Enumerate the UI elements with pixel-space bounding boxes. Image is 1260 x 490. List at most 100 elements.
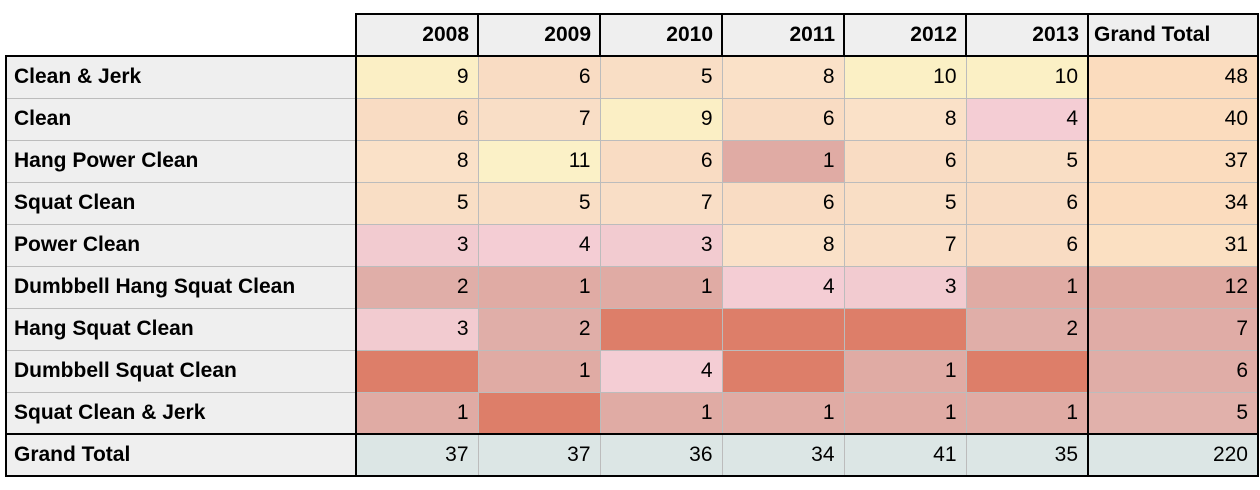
table-row: Clean & Jerk 9 6 5 8 10 10 48 [5, 55, 1259, 99]
value-cell[interactable]: 10 [843, 55, 967, 99]
value-cell[interactable]: 4 [965, 97, 1089, 141]
value-cell[interactable]: 4 [477, 223, 601, 267]
value-cell[interactable]: 5 [843, 181, 967, 225]
value-cell[interactable]: 1 [843, 391, 967, 435]
column-total-cell[interactable]: 41 [843, 433, 967, 477]
value-cell[interactable]: 4 [721, 265, 845, 309]
value-cell[interactable]: 1 [477, 265, 601, 309]
value-cell[interactable]: 5 [965, 139, 1089, 183]
value-cell[interactable]: 1 [721, 391, 845, 435]
value-cell[interactable]: 1 [599, 391, 723, 435]
row-total-cell[interactable]: 31 [1087, 223, 1259, 267]
column-total-cell[interactable]: 35 [965, 433, 1089, 477]
row-total-cell[interactable]: 5 [1087, 391, 1259, 435]
row-label[interactable]: Clean & Jerk [5, 55, 357, 99]
value-cell[interactable]: 1 [843, 349, 967, 393]
row-label[interactable]: Hang Power Clean [5, 139, 357, 183]
value-cell[interactable]: 1 [965, 265, 1089, 309]
grand-total-cell[interactable]: 220 [1087, 433, 1259, 477]
row-total-cell[interactable]: 6 [1087, 349, 1259, 393]
value-cell[interactable]: 3 [843, 265, 967, 309]
value-cell[interactable]: 1 [965, 391, 1089, 435]
value-cell[interactable]: 3 [355, 307, 479, 351]
value-cell[interactable]: 7 [477, 97, 601, 141]
column-header-2010[interactable]: 2010 [599, 13, 723, 57]
column-header-grand-total[interactable]: Grand Total [1087, 13, 1259, 57]
row-label[interactable]: Squat Clean [5, 181, 357, 225]
header-row: 2008 2009 2010 2011 2012 2013 Grand Tota… [6, 13, 1259, 57]
value-cell[interactable]: 6 [477, 55, 601, 99]
value-cell[interactable]: 5 [599, 55, 723, 99]
table-row: Power Clean 3 4 3 8 7 6 31 [5, 223, 1259, 267]
value-cell[interactable]: 6 [843, 139, 967, 183]
value-cell[interactable] [965, 349, 1089, 393]
value-cell[interactable]: 4 [599, 349, 723, 393]
corner-cell [6, 14, 356, 56]
value-cell[interactable]: 6 [355, 97, 479, 141]
value-cell[interactable]: 6 [965, 181, 1089, 225]
value-cell[interactable] [477, 391, 601, 435]
value-cell[interactable] [843, 307, 967, 351]
row-total-cell[interactable]: 34 [1087, 181, 1259, 225]
column-header-2013[interactable]: 2013 [965, 13, 1089, 57]
value-cell[interactable]: 7 [843, 223, 967, 267]
table-row: Dumbbell Hang Squat Clean 2 1 1 4 3 1 12 [5, 265, 1259, 309]
table-row: Hang Squat Clean 3 2 2 7 [5, 307, 1259, 351]
table-row: Dumbbell Squat Clean 1 4 1 6 [5, 349, 1259, 393]
value-cell[interactable]: 2 [477, 307, 601, 351]
value-cell[interactable] [355, 349, 479, 393]
value-cell[interactable]: 1 [355, 391, 479, 435]
value-cell[interactable]: 8 [721, 223, 845, 267]
value-cell[interactable]: 8 [721, 55, 845, 99]
value-cell[interactable]: 5 [477, 181, 601, 225]
row-total-cell[interactable]: 37 [1087, 139, 1259, 183]
value-cell[interactable]: 6 [721, 97, 845, 141]
value-cell[interactable]: 3 [599, 223, 723, 267]
column-header-2011[interactable]: 2011 [721, 13, 845, 57]
column-total-cell[interactable]: 36 [599, 433, 723, 477]
table-body: Clean & Jerk 9 6 5 8 10 10 48 Clean 6 7 9 6 8 4 40 Hang … [5, 55, 1259, 477]
value-cell[interactable]: 10 [965, 55, 1089, 99]
value-cell[interactable] [599, 307, 723, 351]
value-cell[interactable]: 7 [599, 181, 723, 225]
value-cell[interactable]: 9 [355, 55, 479, 99]
row-label[interactable]: Dumbbell Hang Squat Clean [5, 265, 357, 309]
column-total-cell[interactable]: 37 [355, 433, 479, 477]
row-total-cell[interactable]: 7 [1087, 307, 1259, 351]
column-total-cell[interactable]: 34 [721, 433, 845, 477]
value-cell[interactable]: 1 [721, 139, 845, 183]
row-label[interactable]: Hang Squat Clean [5, 307, 357, 351]
value-cell[interactable]: 9 [599, 97, 723, 141]
value-cell[interactable]: 3 [355, 223, 479, 267]
row-label[interactable]: Dumbbell Squat Clean [5, 349, 357, 393]
grand-total-label[interactable]: Grand Total [5, 433, 357, 477]
row-total-cell[interactable]: 12 [1087, 265, 1259, 309]
table-row: Squat Clean & Jerk 1 1 1 1 1 5 [5, 391, 1259, 435]
row-total-cell[interactable]: 40 [1087, 97, 1259, 141]
value-cell[interactable]: 8 [355, 139, 479, 183]
value-cell[interactable]: 8 [843, 97, 967, 141]
value-cell[interactable]: 6 [599, 139, 723, 183]
table-row: Hang Power Clean 8 11 6 1 6 5 37 [5, 139, 1259, 183]
table-row: Squat Clean 5 5 7 6 5 6 34 [5, 181, 1259, 225]
value-cell[interactable] [721, 349, 845, 393]
column-header-2012[interactable]: 2012 [843, 13, 967, 57]
table-row: Clean 6 7 9 6 8 4 40 [5, 97, 1259, 141]
column-header-2009[interactable]: 2009 [477, 13, 601, 57]
column-header-2008[interactable]: 2008 [355, 13, 479, 57]
value-cell[interactable]: 2 [965, 307, 1089, 351]
value-cell[interactable]: 6 [721, 181, 845, 225]
row-label[interactable]: Power Clean [5, 223, 357, 267]
value-cell[interactable]: 1 [477, 349, 601, 393]
value-cell[interactable] [721, 307, 845, 351]
value-cell[interactable]: 5 [355, 181, 479, 225]
value-cell[interactable]: 11 [477, 139, 601, 183]
value-cell[interactable]: 1 [599, 265, 723, 309]
row-label[interactable]: Squat Clean & Jerk [5, 391, 357, 435]
value-cell[interactable]: 2 [355, 265, 479, 309]
row-label[interactable]: Clean [5, 97, 357, 141]
grand-total-row: Grand Total 37 37 36 34 41 35 220 [5, 433, 1259, 477]
value-cell[interactable]: 6 [965, 223, 1089, 267]
row-total-cell[interactable]: 48 [1087, 55, 1259, 99]
column-total-cell[interactable]: 37 [477, 433, 601, 477]
